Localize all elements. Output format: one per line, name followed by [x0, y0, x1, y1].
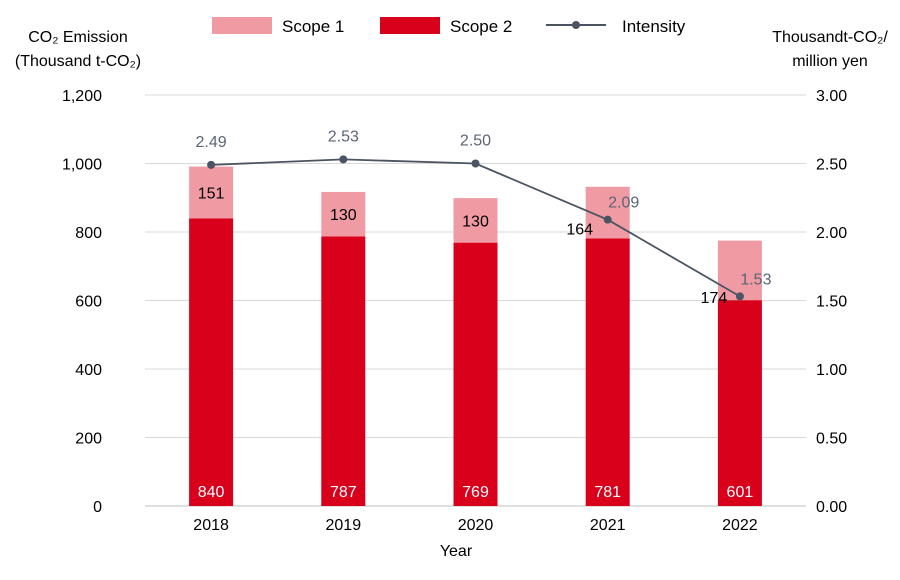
- data-label-intensity: 2.09: [608, 195, 639, 212]
- intensity-point: [339, 155, 348, 164]
- left-tick-label: 1,000: [62, 157, 102, 174]
- left-tick-label: 600: [75, 294, 102, 311]
- legend: Scope 1 Scope 2 Intensity: [212, 17, 686, 36]
- data-label-scope1: 174: [701, 290, 728, 307]
- x-axis-title: Year: [440, 543, 473, 560]
- right-tick-label: 3.00: [816, 88, 847, 105]
- legend-swatch-scope1: [212, 17, 272, 34]
- left-tick-label: 400: [75, 362, 102, 379]
- right-tick-label: 0.50: [816, 431, 847, 448]
- legend-label-scope2: Scope 2: [450, 17, 512, 36]
- right-tick-label: 0.00: [816, 499, 847, 516]
- intensity-point: [471, 159, 480, 168]
- intensity-point: [735, 292, 744, 301]
- bar-scope2: [321, 236, 366, 506]
- legend-swatch-scope2: [380, 17, 440, 34]
- data-label-scope2: 781: [594, 484, 621, 501]
- legend-label-scope1: Scope 1: [282, 17, 344, 36]
- data-label-scope1: 130: [462, 213, 489, 230]
- right-axis-title-line1: Thousandt-CO₂/: [772, 29, 888, 46]
- data-label-scope2: 601: [727, 484, 754, 501]
- left-axis-title-line2: (Thousand t-CO₂): [15, 53, 141, 70]
- x-tick-label: 2019: [326, 517, 362, 534]
- bar-scope2: [585, 238, 630, 506]
- bar-scope1: [189, 166, 234, 219]
- bar-scope2: [453, 242, 498, 506]
- left-tick-label: 200: [75, 431, 102, 448]
- bar-scope1: [717, 240, 762, 301]
- data-label-scope2: 840: [198, 484, 225, 501]
- bar-scope1: [321, 191, 366, 237]
- data-label-intensity: 2.50: [460, 133, 491, 150]
- data-label-scope1: 130: [330, 207, 357, 224]
- axes: 0 0.00 200 0.50 400 1.00 600 1.50 800 2.00 1,000 2.…: [62, 88, 847, 534]
- data-label-scope1: 151: [198, 185, 225, 202]
- data-labels: 840 787 769 781 601 151 130 130 164 174 2.49 2.53 2.…: [196, 128, 772, 501]
- data-label-intensity: 2.53: [328, 128, 359, 145]
- data-label-intensity: 1.53: [740, 271, 771, 288]
- bar-scope2: [717, 300, 762, 506]
- right-tick-label: 1.50: [816, 294, 847, 311]
- intensity-point: [603, 215, 612, 224]
- x-tick-label: 2020: [458, 517, 494, 534]
- data-label-scope2: 787: [330, 484, 357, 501]
- right-tick-label: 2.00: [816, 225, 847, 242]
- intensity-point: [207, 160, 216, 169]
- bars: [189, 166, 762, 507]
- legend-label-intensity: Intensity: [622, 17, 686, 36]
- bar-scope1: [453, 198, 498, 243]
- x-tick-label: 2022: [722, 517, 758, 534]
- x-tick-label: 2021: [590, 517, 626, 534]
- left-tick-label: 800: [75, 225, 102, 242]
- data-label-scope1: 164: [566, 222, 593, 239]
- right-tick-label: 2.50: [816, 157, 847, 174]
- right-tick-label: 1.00: [816, 362, 847, 379]
- intensity-line: [207, 155, 744, 301]
- left-tick-label: 0: [93, 499, 102, 516]
- bar-scope2: [189, 218, 234, 507]
- x-tick-label: 2018: [193, 517, 229, 534]
- right-axis-title-line2: million yen: [792, 53, 868, 70]
- legend-marker-intensity: [572, 21, 580, 29]
- data-label-scope2: 769: [462, 484, 489, 501]
- left-axis-title-line1: CO₂ Emission: [28, 29, 128, 46]
- data-label-intensity: 2.49: [196, 134, 227, 151]
- left-tick-label: 1,200: [62, 88, 102, 105]
